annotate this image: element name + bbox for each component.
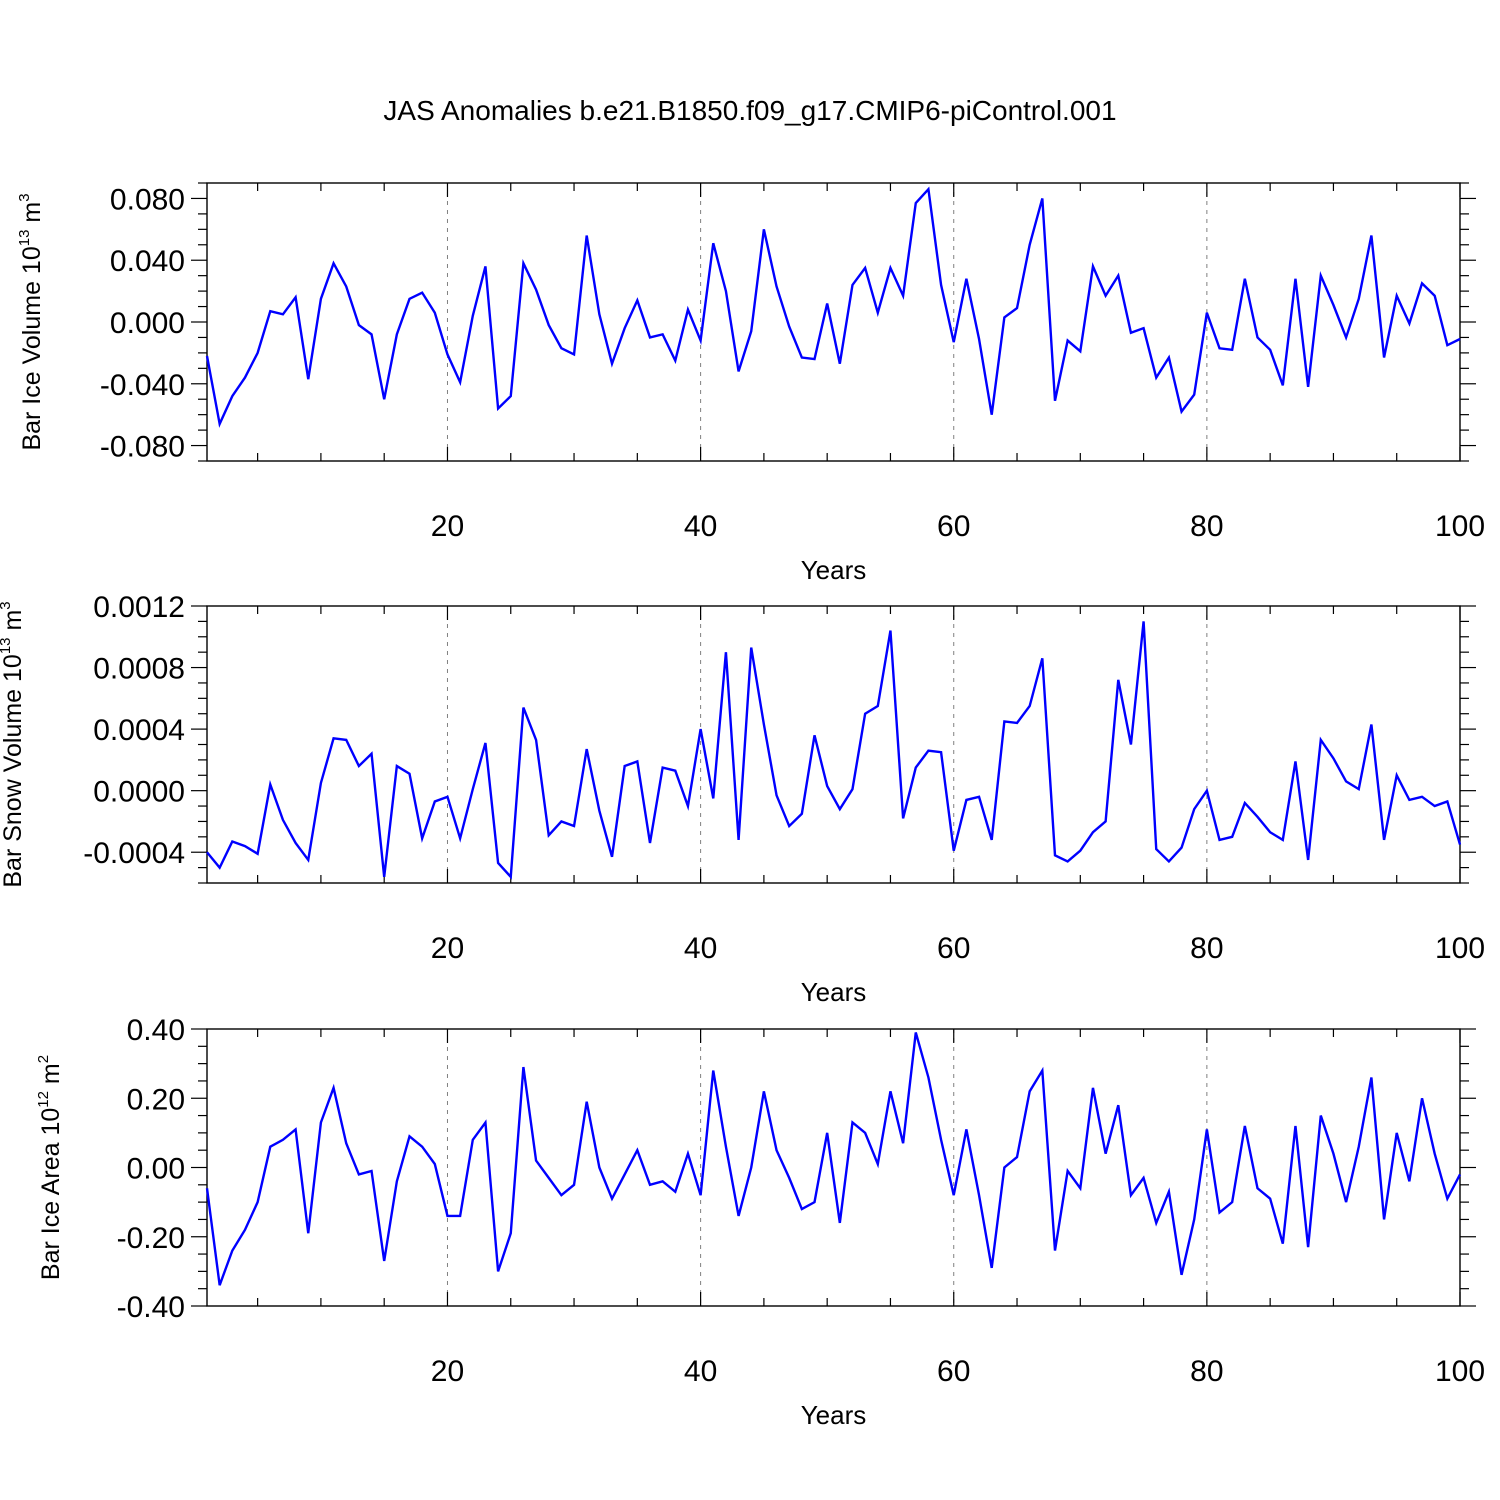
ytick-label-ice-area-1: 0.20 <box>127 1083 185 1116</box>
yaxis-label-unit-ice-area: m <box>37 1063 65 1091</box>
yaxis-label-unit-snow-volume: m <box>0 610 27 638</box>
series-line-ice-volume-0 <box>205 186 1461 428</box>
series-line-ice-area-0 <box>205 1032 1462 1286</box>
yaxis-label-text-ice-area: Bar Ice Area 10 <box>37 1108 65 1280</box>
panel-snow-volume: 0.0012 0.0008 0.0004 0.0000 -0.0004 20 40 60 80 1… <box>0 591 1485 1007</box>
ytick-label-ice-volume-1: 0.040 <box>110 245 185 278</box>
xtick-label-ice-volume-4: 100 <box>1435 510 1485 543</box>
plot-frame-ice-area <box>206 1028 1461 1307</box>
xtick-label-snow-volume-1: 40 <box>684 932 717 965</box>
panel-ice-area: 0.40 0.20 0.00 -0.20 -0.40 20 40 60 80 100 Years Ba… <box>35 1014 1485 1430</box>
ytick-label-snow-volume-1: 0.0008 <box>93 653 185 686</box>
ytick-label-ice-area-3: -0.20 <box>117 1222 185 1255</box>
yaxis-label-ice-area: Bar Ice Area 1012 m2 <box>35 1055 65 1280</box>
ytick-label-snow-volume-0: 0.0012 <box>93 591 185 624</box>
ytick-label-ice-volume-0: 0.080 <box>110 183 185 216</box>
xtick-label-ice-volume-0: 20 <box>431 510 464 543</box>
xtick-label-ice-area-2: 60 <box>937 1355 970 1388</box>
yaxis-label-unit-exponent-snow-volume: 3 <box>0 601 14 609</box>
ytick-label-ice-volume-3: -0.040 <box>100 369 185 402</box>
yaxis-label-text-ice-volume: Bar Ice Volume 10 <box>18 246 46 450</box>
yaxis-label-snow-volume: Bar Snow Volume 1013 m3 <box>0 601 27 887</box>
ytick-label-ice-volume-4: -0.080 <box>100 431 185 464</box>
xtick-label-ice-volume-1: 40 <box>684 510 717 543</box>
yaxis-label-ice-volume: Bar Ice Volume 1013 m3 <box>16 193 46 450</box>
xtick-label-ice-area-0: 20 <box>431 1355 464 1388</box>
yaxis-label-exponent-snow-volume: 13 <box>0 637 14 654</box>
xaxis-label-ice-area: Years <box>801 1400 867 1430</box>
yaxis-label-exponent-ice-volume: 13 <box>16 230 33 247</box>
xtick-label-ice-volume-3: 80 <box>1190 510 1223 543</box>
xtick-label-snow-volume-0: 20 <box>431 932 464 965</box>
xtick-label-snow-volume-4: 100 <box>1435 932 1485 965</box>
ytick-label-ice-area-4: -0.40 <box>117 1291 185 1324</box>
figure-title: JAS Anomalies b.e21.B1850.f09_g17.CMIP6-… <box>383 95 1116 126</box>
panels-group: 0.080 0.040 0.000 -0.040 -0.080 20 40 60 80 100 Ye… <box>0 182 1485 1430</box>
ytick-label-snow-volume-2: 0.0004 <box>93 714 185 747</box>
xaxis-label-snow-volume: Years <box>801 977 867 1007</box>
xaxis-label-ice-volume: Years <box>801 555 867 585</box>
ytick-label-ice-area-2: 0.00 <box>127 1153 185 1186</box>
xtick-label-ice-volume-2: 60 <box>937 510 970 543</box>
ytick-label-ice-area-0: 0.40 <box>127 1014 185 1047</box>
yaxis-label-unit-exponent-ice-volume: 3 <box>16 193 33 201</box>
xtick-label-snow-volume-3: 80 <box>1190 932 1223 965</box>
xtick-label-ice-area-1: 40 <box>684 1355 717 1388</box>
yaxis-label-unit-ice-volume: m <box>18 202 46 230</box>
yaxis-label-unit-exponent-ice-area: 2 <box>35 1055 52 1063</box>
yaxis-label-exponent-ice-area: 12 <box>35 1091 52 1108</box>
plot-frame-snow-volume <box>206 605 1461 884</box>
xtick-label-ice-area-4: 100 <box>1435 1355 1485 1388</box>
ytick-label-snow-volume-4: -0.0004 <box>83 837 185 870</box>
yaxis-label-text-snow-volume: Bar Snow Volume 10 <box>0 654 27 887</box>
ytick-label-ice-volume-2: 0.000 <box>110 307 185 340</box>
ytick-label-snow-volume-3: 0.0000 <box>93 776 185 809</box>
plot-frame-ice-volume <box>206 182 1461 462</box>
xtick-label-snow-volume-2: 60 <box>937 932 970 965</box>
xtick-label-ice-area-3: 80 <box>1190 1355 1223 1388</box>
series-line-snow-volume-0 <box>206 621 1462 880</box>
panel-ice-volume: 0.080 0.040 0.000 -0.040 -0.080 20 40 60 80 100 Ye… <box>16 182 1485 585</box>
